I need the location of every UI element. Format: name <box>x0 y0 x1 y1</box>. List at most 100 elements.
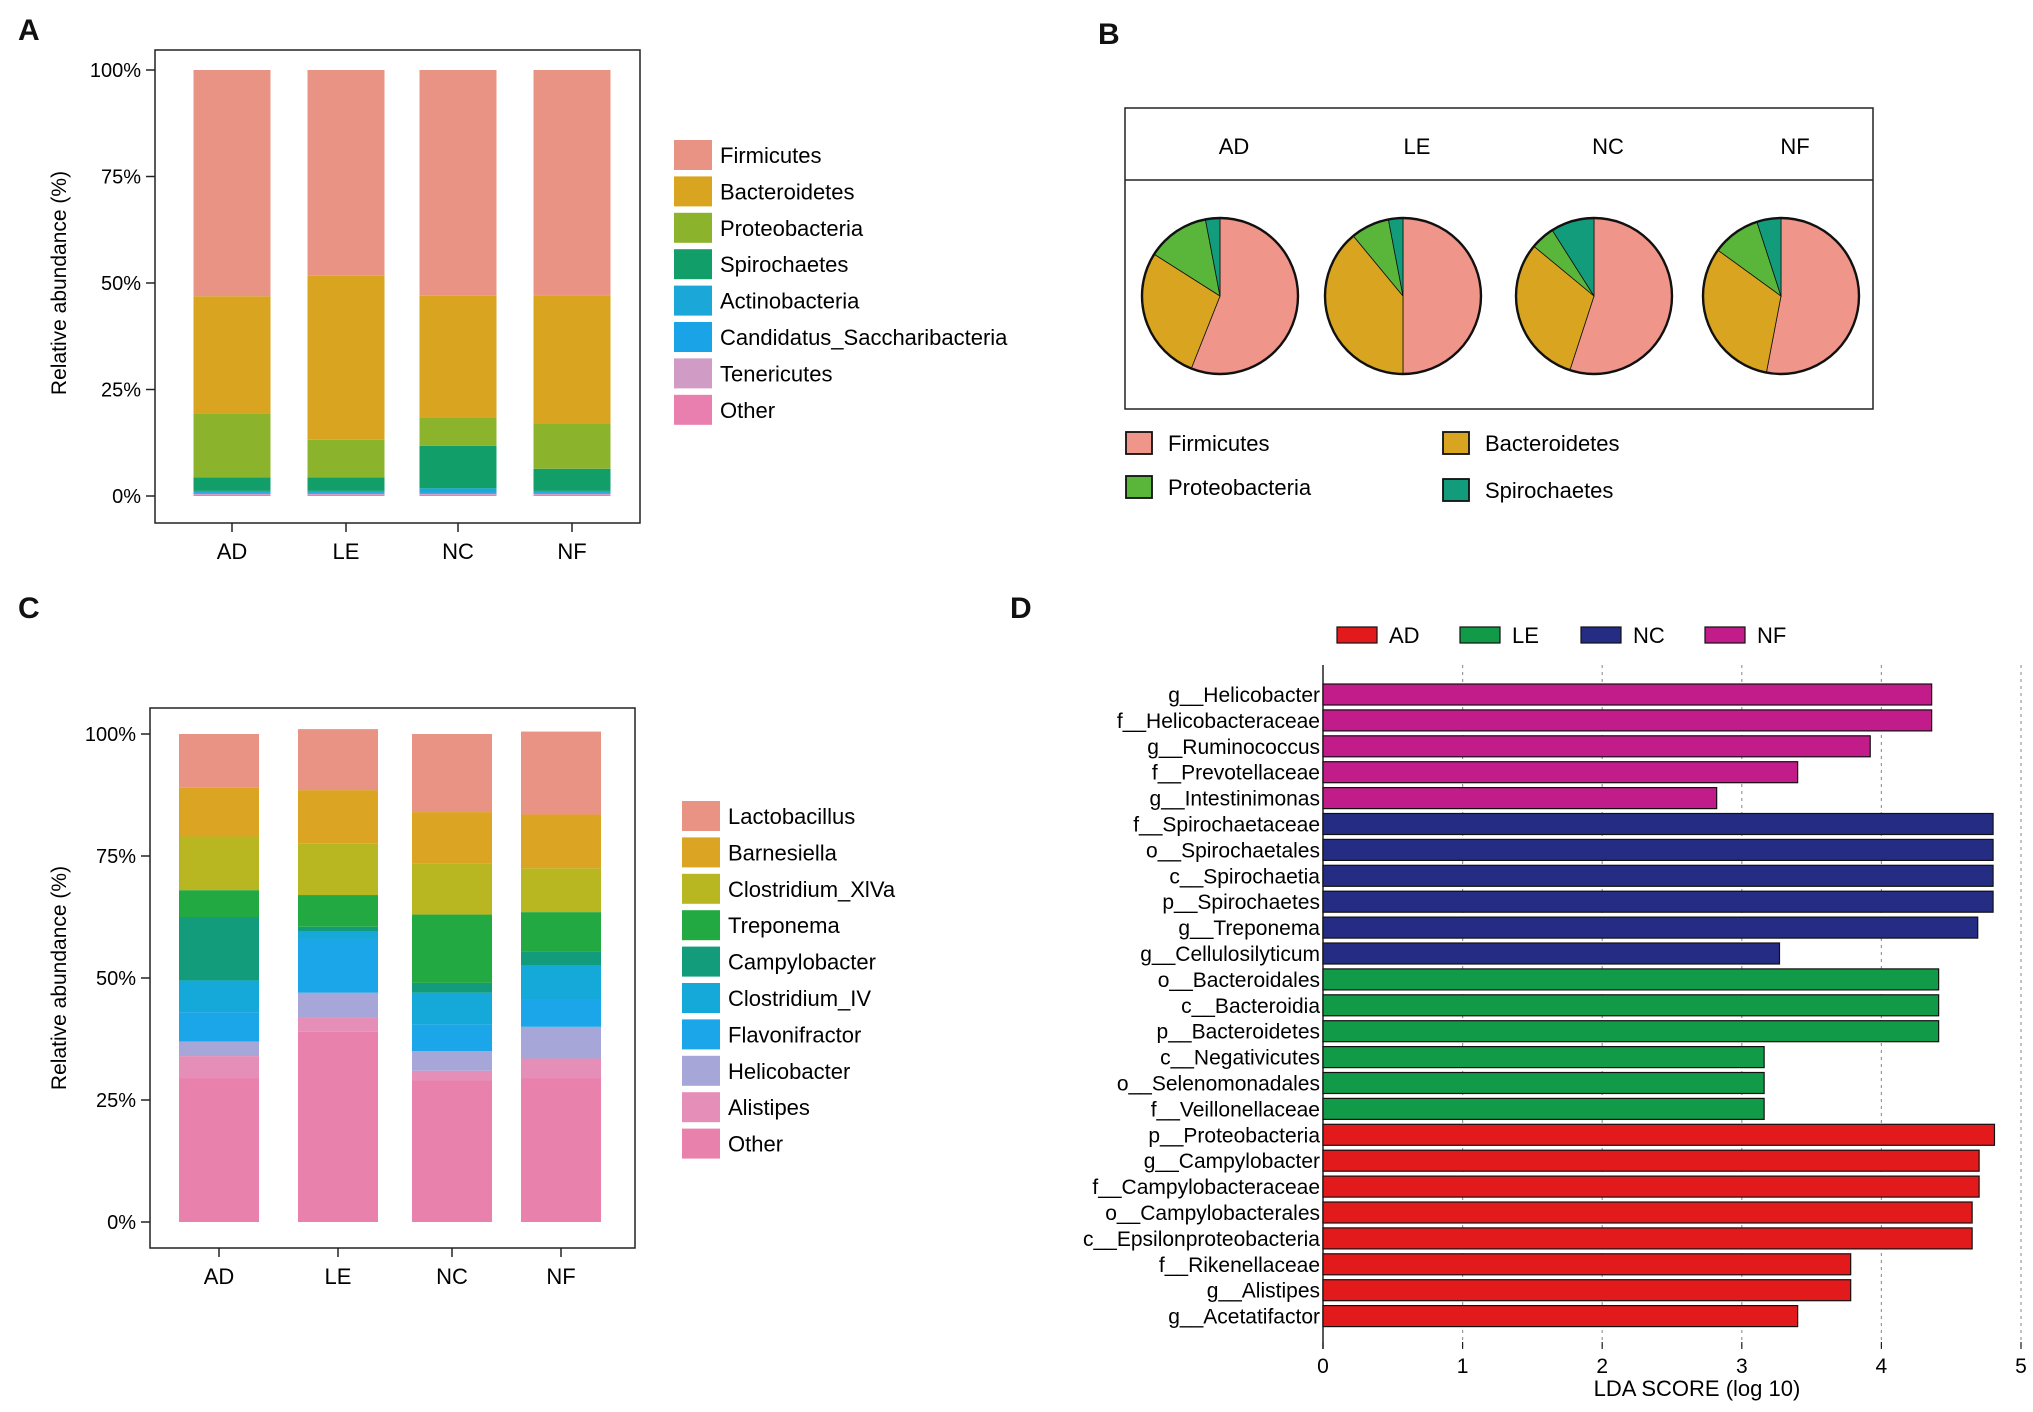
bar-segment-lactobacillus <box>412 734 492 813</box>
legend-swatch-firmicutes <box>674 140 712 170</box>
legend-swatch-lactobacillus <box>682 801 720 831</box>
x-tick-label: LE <box>333 539 360 564</box>
lda-bar <box>1322 1020 1940 1043</box>
lda-bar-label: f__Veillonellaceae <box>1151 1098 1320 1121</box>
lda-bar-label: g__Cellulosilyticum <box>1140 943 1320 966</box>
y-tick-label: 100% <box>85 724 136 746</box>
x-tick-label: LE <box>325 1264 352 1289</box>
lda-bar <box>1322 761 1799 784</box>
bar-segment-campylobacter <box>521 951 601 966</box>
lda-bar <box>1322 1279 1852 1302</box>
bar-segment-alistipes <box>179 1056 259 1079</box>
bar-segment-clostridium-iv <box>179 980 259 1013</box>
bar-segment-spirochaetes <box>533 468 611 491</box>
legend-swatch-tenericutes <box>674 358 712 389</box>
bar-segment-firmicutes <box>533 70 611 296</box>
legend-swatch-bacteroidetes <box>1442 431 1470 455</box>
lda-bar-label: c__Bacteroidia <box>1181 995 1320 1018</box>
lda-bar-label: f__Rikenellaceae <box>1159 1254 1320 1277</box>
pie-outline <box>1701 216 1861 376</box>
legend-swatch-le <box>1459 626 1501 644</box>
lda-bar-label: g__Acetatifactor <box>1168 1306 1320 1329</box>
legend-label: Proteobacteria <box>1168 475 1312 500</box>
bar-segment-bacteroidetes <box>533 295 611 424</box>
bar-segment-tenericutes <box>193 493 271 495</box>
legend-swatch-bacteroidetes <box>674 176 712 207</box>
y-tick-label: 50% <box>101 273 141 295</box>
pie-title: AD <box>1219 134 1250 159</box>
legend-label: Clostridium_XlVa <box>728 877 896 902</box>
legend-swatch-nc <box>1580 626 1622 644</box>
lda-bar <box>1322 709 1933 732</box>
lda-bar-label: g__Campylobacter <box>1144 1150 1320 1173</box>
lda-bar-label: f__Helicobacteraceae <box>1117 710 1320 733</box>
lda-bar-label: c__Epsilonproteobacteria <box>1083 1228 1320 1251</box>
x-tick-label: NF <box>557 539 586 564</box>
legend-label: Spirochaetes <box>1485 478 1613 503</box>
legend-swatch-clostridium-iv <box>682 983 720 1013</box>
bar-segment-campylobacter <box>179 917 259 981</box>
legend-label: Barnesiella <box>728 840 838 865</box>
lda-bar <box>1322 812 1994 836</box>
legend-label: Candidatus_Saccharibacteria <box>720 325 1008 350</box>
x-axis-label: LDA SCORE (log 10) <box>1594 1376 1801 1401</box>
legend-label: Other <box>720 398 775 423</box>
panel-c-chart: 0% 25% 50% 75% 100% Relative abundance (%) AD L… <box>48 707 896 1289</box>
legend-label: NC <box>1633 623 1665 648</box>
legend-label: NF <box>1757 623 1786 648</box>
bar-segment-clostridium-xlva <box>412 863 492 915</box>
legend-label: Actinobacteria <box>720 289 860 314</box>
lda-bar-label: p__Bacteroidetes <box>1157 1021 1320 1044</box>
bar-segment-treponema <box>412 914 492 983</box>
legend-label: Alistipes <box>728 1095 810 1120</box>
y-axis-label: Relative abundance (%) <box>48 171 71 395</box>
bar-segment-tenericutes <box>419 493 497 495</box>
legend-swatch-alistipes <box>682 1092 720 1123</box>
legend-swatch-spirochaetes <box>674 249 712 280</box>
bar-segment-proteobacteria <box>193 413 271 478</box>
bar-segment-alistipes <box>412 1070 492 1081</box>
bar-segment-actinobacteria <box>193 490 271 493</box>
legend-label: Bacteroidetes <box>720 179 855 204</box>
bar-segment-firmicutes <box>419 70 497 296</box>
legend-label: LE <box>1512 623 1539 648</box>
bar-segment-barnesiella <box>412 812 492 864</box>
pie-outline <box>1140 216 1300 376</box>
y-tick-label: 25% <box>101 380 141 402</box>
lda-bar <box>1322 864 1994 887</box>
lda-bar <box>1322 1071 1765 1095</box>
pie-frame <box>1124 107 1874 410</box>
bar-segment-proteobacteria <box>533 423 611 469</box>
bar-segment-lactobacillus <box>521 731 601 815</box>
y-tick-label: 75% <box>96 846 136 868</box>
lda-bar <box>1322 1227 1973 1250</box>
legend-swatch-flavonifractor <box>682 1019 720 1050</box>
lda-bar-label: g__Treponema <box>1178 917 1320 940</box>
x-tick-label: 2 <box>1596 1355 1608 1378</box>
lda-bar <box>1322 1253 1852 1276</box>
legend-swatch-candidatus-saccharibacteria <box>674 322 712 352</box>
legend-swatch-other <box>682 1128 720 1159</box>
x-tick-label: 4 <box>1876 1355 1888 1378</box>
bar-segment-alistipes <box>298 1017 378 1032</box>
pie-title: LE <box>1404 134 1431 159</box>
x-tick-label: NC <box>442 539 474 564</box>
y-axis-label: Relative abundance (%) <box>48 866 71 1090</box>
lda-bar <box>1322 1045 1765 1069</box>
lda-bar <box>1322 1175 1980 1198</box>
pie-title: NC <box>1592 134 1624 159</box>
panel-label-d: D <box>1010 592 1032 625</box>
pie-outline <box>1323 216 1483 376</box>
legend-swatch-proteobacteria <box>674 212 712 243</box>
lda-bar-label: p__Proteobacteria <box>1148 1124 1320 1147</box>
legend-swatch-treponema <box>682 910 720 941</box>
legend-label: Spirochaetes <box>720 252 848 277</box>
bar-segment-flavonifractor <box>521 999 601 1027</box>
lda-bar <box>1322 1097 1765 1121</box>
bar-segment-bacteroidetes <box>419 295 497 418</box>
legend-swatch-firmicutes <box>1125 431 1153 455</box>
bar-segment-other <box>298 1031 378 1222</box>
bar-segment-treponema <box>521 912 601 952</box>
bar-segment-actinobacteria <box>307 490 385 493</box>
legend-swatch-helicobacter <box>682 1055 720 1086</box>
